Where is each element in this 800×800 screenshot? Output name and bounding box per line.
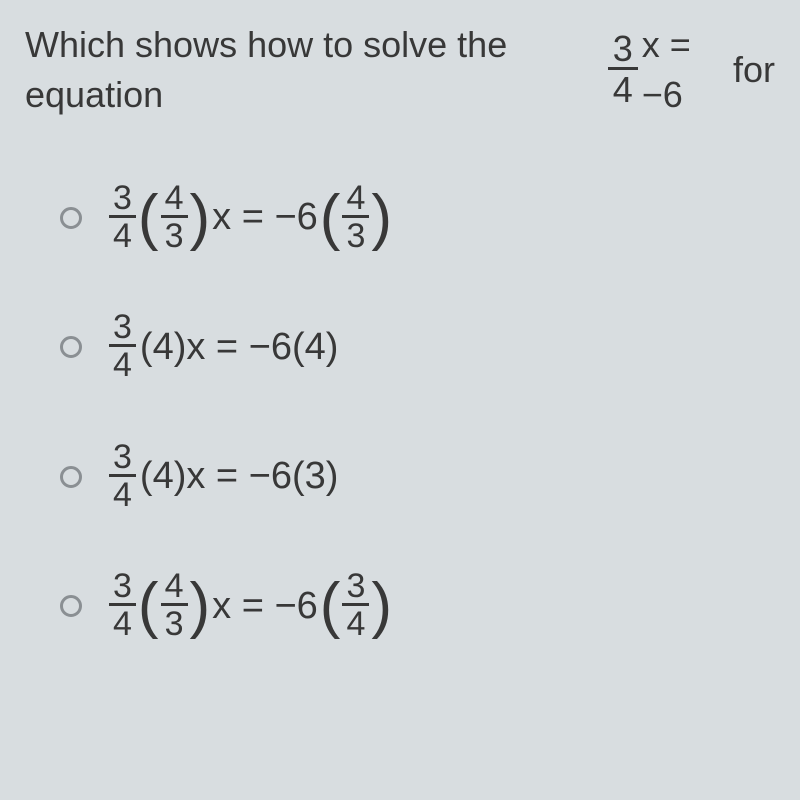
radio-icon[interactable]	[60, 336, 82, 358]
fraction: 3 4	[109, 310, 136, 384]
frac-denominator: 3	[161, 218, 188, 255]
radio-icon[interactable]	[60, 207, 82, 229]
frac-numerator: 4	[161, 181, 188, 218]
fraction: 4 3	[161, 181, 188, 255]
radio-icon[interactable]	[60, 466, 82, 488]
frac-numerator: 3	[342, 569, 369, 606]
question-prefix: Which shows how to solve the equation	[25, 20, 606, 121]
frac-denominator: 4	[342, 606, 369, 643]
frac-denominator: 3	[342, 218, 369, 255]
frac-denominator: 4	[109, 477, 136, 514]
fraction: 3 4	[109, 181, 136, 255]
frac-denominator: 4	[109, 606, 136, 643]
paren-open: (	[138, 193, 159, 243]
frac-denominator: 4	[109, 347, 136, 384]
paren-close: )	[371, 581, 392, 631]
option-a[interactable]: 3 4 ( 4 3 ) x = −6 ( 4 3 )	[60, 181, 775, 255]
frac-numerator: 3	[109, 181, 136, 218]
option-b[interactable]: 3 4 (4)x = −6(4)	[60, 310, 775, 384]
paren-close: )	[371, 193, 392, 243]
option-c[interactable]: 3 4 (4)x = −6(3)	[60, 440, 775, 514]
frac-denominator: 4	[109, 218, 136, 255]
fraction: 3 4	[342, 569, 369, 643]
option-d-expression: 3 4 ( 4 3 ) x = −6 ( 3 4 )	[107, 569, 392, 643]
paren-close: )	[190, 193, 211, 243]
quiz-container: Which shows how to solve the equation 3 …	[25, 20, 775, 643]
option-d[interactable]: 3 4 ( 4 3 ) x = −6 ( 3 4 )	[60, 569, 775, 643]
question-suffix: for	[733, 45, 775, 95]
question-fraction: 3 4	[608, 31, 638, 110]
fraction: 3 4	[109, 440, 136, 514]
frac-numerator: 4	[342, 181, 369, 218]
fraction: 3 4	[109, 569, 136, 643]
option-c-expression: 3 4 (4)x = −6(3)	[107, 440, 340, 514]
option-a-expression: 3 4 ( 4 3 ) x = −6 ( 4 3 )	[107, 181, 392, 255]
frac-numerator: 4	[161, 569, 188, 606]
equation-text: x = −6	[642, 20, 731, 121]
frac-numerator: 3	[109, 310, 136, 347]
question-prompt: Which shows how to solve the equation 3 …	[25, 20, 775, 121]
option-b-expression: 3 4 (4)x = −6(4)	[107, 310, 340, 384]
paren-open: (	[320, 581, 341, 631]
frac-numerator: 3	[109, 569, 136, 606]
paren-close: )	[190, 581, 211, 631]
options-list: 3 4 ( 4 3 ) x = −6 ( 4 3 )	[25, 181, 775, 644]
frac-numerator: 3	[608, 31, 638, 70]
fraction: 4 3	[161, 569, 188, 643]
paren-open: (	[320, 193, 341, 243]
equation-text: x = −6	[212, 196, 318, 239]
question-equation: 3 4 x = −6	[606, 20, 733, 121]
paren-open: (	[138, 581, 159, 631]
radio-icon[interactable]	[60, 595, 82, 617]
equation-text: (4)x = −6(3)	[140, 455, 339, 498]
fraction: 4 3	[342, 181, 369, 255]
frac-denominator: 3	[161, 606, 188, 643]
equation-text: (4)x = −6(4)	[140, 326, 339, 369]
frac-numerator: 3	[109, 440, 136, 477]
frac-denominator: 4	[608, 70, 638, 110]
equation-text: x = −6	[212, 585, 318, 628]
